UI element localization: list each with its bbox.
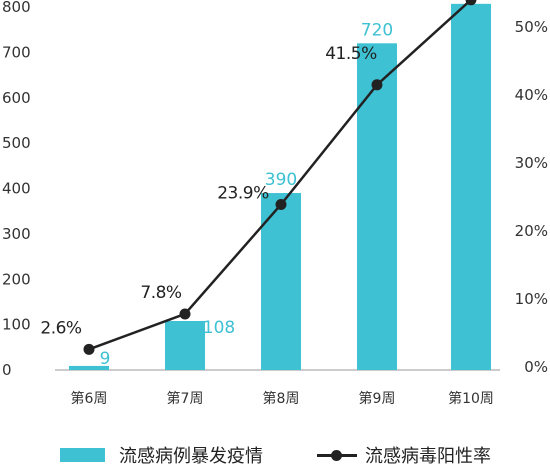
x-axis-categories: 第6周 第7周 第8周 第9周 第10周 (71, 390, 494, 407)
legend-item-bar: 流感病例暴发疫情 (60, 442, 263, 468)
y-left-tick-label: 200 (2, 270, 31, 288)
line-value-label: 7.8% (140, 283, 182, 303)
y-left-tick-label: 800 (2, 0, 31, 16)
y-right-tick-label: 40% (515, 86, 548, 104)
bar-series (69, 3, 491, 371)
legend-label-bar: 流感病例暴发疫情 (119, 446, 263, 467)
y-left-tick-label: 0 (2, 361, 12, 379)
line-value-labels: 2.6% 7.8% 23.9% 41.5% (40, 44, 377, 339)
y-right-tick-label: 30% (515, 154, 548, 172)
bar (69, 365, 109, 370)
line-point (465, 0, 477, 6)
legend: 流感病例暴发疫情 流感病毒阳性率 (0, 438, 550, 468)
y-right-tick-label: 10% (515, 290, 548, 308)
line-value-label: 2.6% (40, 318, 82, 338)
y-right-tick-label: 20% (515, 222, 548, 240)
bar-value-label: 807 (465, 0, 497, 3)
chart: 0 100 200 300 400 500 600 700 800 0% 10% 20% 30% 40%… (2, 0, 548, 407)
line-value-label: 41.5% (325, 44, 377, 64)
y-left-tick-label: 600 (2, 89, 31, 107)
line-point (371, 79, 383, 91)
x-category-label: 第6周 (71, 390, 108, 407)
x-category-label: 第10周 (448, 390, 494, 407)
bar (261, 193, 301, 370)
y-axis-right: 0% 10% 20% 30% 40% 50% (515, 18, 548, 376)
bar (357, 43, 397, 371)
bar (451, 3, 491, 370)
bar-value-label: 720 (361, 20, 393, 40)
bar-value-labels: 9 108 390 720 807 (100, 0, 498, 369)
line-point (275, 198, 287, 210)
bar-value-label: 390 (265, 170, 297, 190)
y-axis-left: 0 100 200 300 400 500 600 700 800 (2, 0, 31, 379)
line-point (83, 343, 95, 355)
x-category-label: 第8周 (263, 390, 300, 407)
y-left-tick-label: 300 (2, 225, 31, 243)
y-left-tick-label: 700 (2, 43, 31, 61)
bar-value-label: 108 (203, 318, 235, 338)
bar (165, 320, 205, 370)
x-category-label: 第7周 (167, 390, 204, 407)
y-left-tick-label: 500 (2, 134, 31, 152)
legend-label-line: 流感病毒阳性率 (365, 446, 491, 467)
line-series (83, 0, 477, 355)
y-left-tick-label: 100 (2, 316, 31, 334)
bar-value-label: 9 (100, 349, 111, 369)
legend-item-line: 流感病毒阳性率 (317, 442, 491, 468)
legend-line-swatch (317, 448, 357, 462)
y-right-tick-label: 0% (524, 358, 548, 376)
legend-bar-swatch (60, 448, 105, 462)
line-value-label: 23.9% (217, 183, 269, 203)
x-category-label: 第9周 (359, 390, 396, 407)
line-point (179, 308, 191, 320)
y-left-tick-label: 400 (2, 180, 31, 198)
y-right-tick-label: 50% (515, 18, 548, 36)
